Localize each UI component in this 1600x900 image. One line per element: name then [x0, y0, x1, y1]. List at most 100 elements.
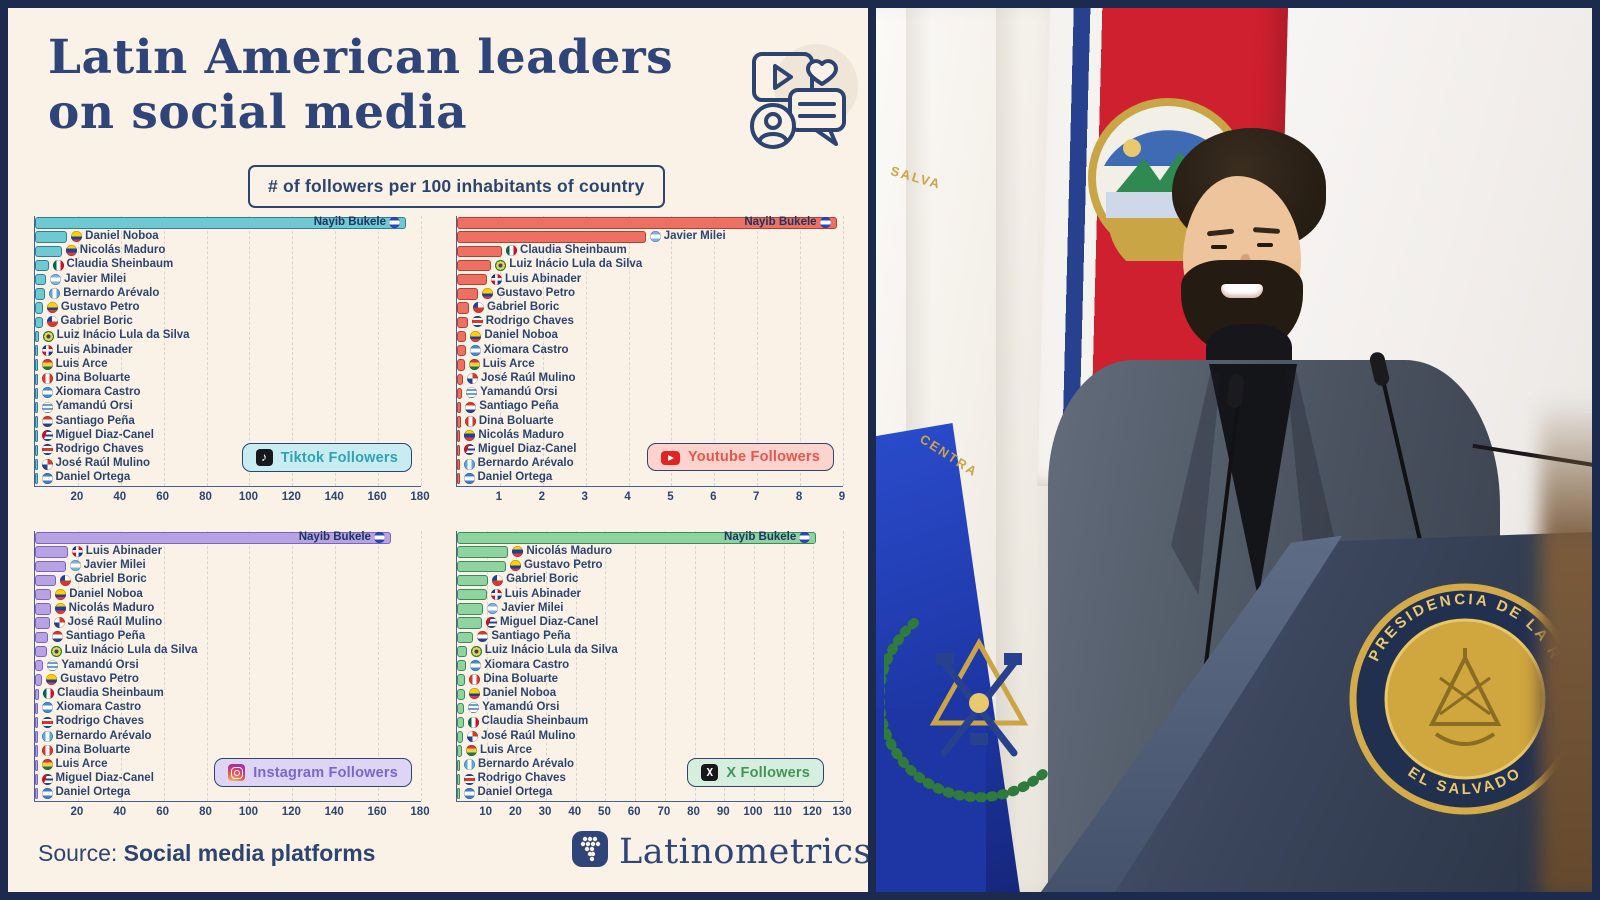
flag-chile-icon: [473, 302, 484, 314]
bar-label: Daniel Ortega: [41, 787, 130, 799]
flag-colombia-icon: [46, 302, 58, 314]
flag-uruguay-icon: [47, 659, 59, 671]
bar-daniel-ortega: [457, 787, 460, 800]
bar-daniel-noboa: [457, 688, 465, 700]
flag-peru-icon: [469, 674, 481, 686]
chart-gridline: [120, 216, 122, 486]
chart-gridline: [628, 216, 630, 486]
leader-name: Daniel Ortega: [477, 786, 553, 799]
bar-label: Claudia Sheinbaum: [506, 245, 627, 257]
leader-name: Yamandú Orsi: [61, 658, 139, 671]
bar-label: Gustavo Petro: [482, 287, 575, 300]
flag-guatemala-icon: [463, 458, 475, 470]
page-title: Latin American leaders on social media: [48, 30, 673, 141]
bar-claudia-sheinbaum: [35, 688, 40, 700]
leader-name: Miguel Diaz-Canel: [55, 772, 154, 785]
axis-tick-label: 2: [538, 491, 545, 503]
bar-label: Santiago Peña: [477, 631, 571, 643]
flag-argentina-icon: [50, 273, 62, 285]
leader-name: Nayib Bukele: [298, 530, 371, 543]
leader-name: Dina Boluarte: [478, 414, 554, 427]
bar-label: Gustavo Petro: [46, 301, 140, 314]
leader-name: Nicolás Maduro: [68, 601, 155, 614]
bar-yamand-orsi: [35, 401, 38, 414]
chart-gridline: [753, 531, 755, 801]
youtube-legend-label: Youtube Followers: [687, 449, 820, 465]
flag-panama-icon: [467, 373, 478, 385]
flag-el-salvador-icon: [819, 216, 831, 228]
flag-panama-icon: [466, 730, 478, 742]
bar-label: Luis Abinader: [490, 588, 581, 601]
flag-mexico-icon: [52, 259, 64, 271]
chart-gridline: [335, 216, 337, 486]
leader-name: Daniel Noboa: [85, 229, 159, 242]
leader-name: Nayib Bukele: [313, 215, 386, 228]
chart-gridline: [120, 531, 122, 801]
bar-daniel-noboa: [35, 231, 68, 243]
bar-label: Santiago Peña: [41, 415, 135, 428]
bar-label: Nicolás Maduro: [464, 429, 564, 442]
flag-nicaragua-icon: [41, 472, 53, 484]
photo-nayib-bukele-press-conference: SALVA CENTRA: [876, 8, 1592, 892]
flag-bolivia-icon: [41, 359, 53, 371]
axis-tick-label: 60: [156, 491, 170, 503]
axis-tick-label: 90: [716, 806, 730, 818]
bar-label: Nicolás Maduro: [65, 245, 165, 257]
bar-label: Daniel Noboa: [468, 688, 556, 700]
bar-label: Daniel Noboa: [71, 229, 159, 243]
axis-tick-label: 10: [479, 806, 493, 818]
axis-tick-label: 110: [773, 806, 792, 818]
bar-rodrigo-chaves: [35, 444, 38, 456]
flag-cuba-icon: [41, 430, 53, 442]
bar-luiz-in-cio-lula-da-silva: [457, 259, 492, 272]
chart-gridline: [292, 531, 294, 801]
bar-label: Luiz Inácio Lula da Silva: [50, 645, 198, 657]
bar-daniel-ortega: [457, 472, 460, 485]
chart-subtitle-badge: # of followers per 100 inhabitants of co…: [248, 165, 665, 208]
flag-bolivia-icon: [41, 759, 53, 771]
chart-gridline: [843, 531, 844, 801]
leader-name: Yamandú Orsi: [482, 701, 560, 714]
axis-tick-label: 60: [156, 806, 170, 818]
bar-label: Luis Arce: [41, 357, 108, 371]
flag-mexico-icon: [506, 245, 518, 257]
flag-honduras-icon: [41, 387, 53, 399]
chart-gridline: [800, 216, 802, 486]
flag-venezuela-icon: [65, 245, 77, 257]
bar-label: Yamandú Orsi: [468, 702, 559, 714]
axis-tick-label: 70: [657, 806, 671, 818]
bar-nicol-s-maduro: [35, 603, 51, 615]
flag-chile-icon: [60, 574, 72, 586]
leader-name: Luis Arce: [55, 357, 108, 370]
flag-nicaragua-icon: [463, 787, 475, 799]
bar-xiomara-castro: [35, 387, 38, 400]
bar-claudia-sheinbaum: [457, 716, 464, 729]
leader-name: Daniel Ortega: [55, 471, 131, 484]
chart-gridline: [542, 216, 544, 486]
bar-bernardo-ar-valo: [35, 288, 46, 300]
chart-gridline: [575, 531, 577, 801]
bar-gustavo-petro: [35, 674, 43, 686]
leader-name: Javier Milei: [64, 272, 127, 285]
flag-guatemala-icon: [463, 759, 475, 771]
axis-tick-label: 8: [795, 491, 803, 503]
leader-name: Miguel Diaz-Canel: [478, 443, 577, 456]
flag-ecuador-icon: [71, 231, 83, 243]
leader-name: José Raúl Mulino: [481, 372, 576, 385]
instagram-legend-label: Instagram Followers: [253, 764, 398, 781]
chart-gridline: [757, 216, 759, 486]
bar-gabriel-boric: [457, 574, 489, 587]
leader-name: Yamandú Orsi: [480, 386, 558, 399]
bar-miguel-diaz-canel: [35, 430, 38, 442]
bar-javier-milei: [35, 560, 66, 572]
chart-gridline: [163, 531, 165, 801]
youtube-icon: [660, 450, 680, 465]
bar-nayib-bukele: [457, 532, 817, 544]
axis-tick-label: 40: [113, 491, 127, 503]
bar-label: Rodrigo Chaves: [471, 316, 574, 328]
leader-name: Nicolás Maduro: [526, 544, 612, 557]
bar-label: Daniel Noboa: [470, 330, 558, 342]
axis-tick-label: 5: [667, 491, 674, 503]
axis-tick-label: 100: [238, 806, 259, 818]
axis-tick-label: 180: [410, 491, 430, 503]
